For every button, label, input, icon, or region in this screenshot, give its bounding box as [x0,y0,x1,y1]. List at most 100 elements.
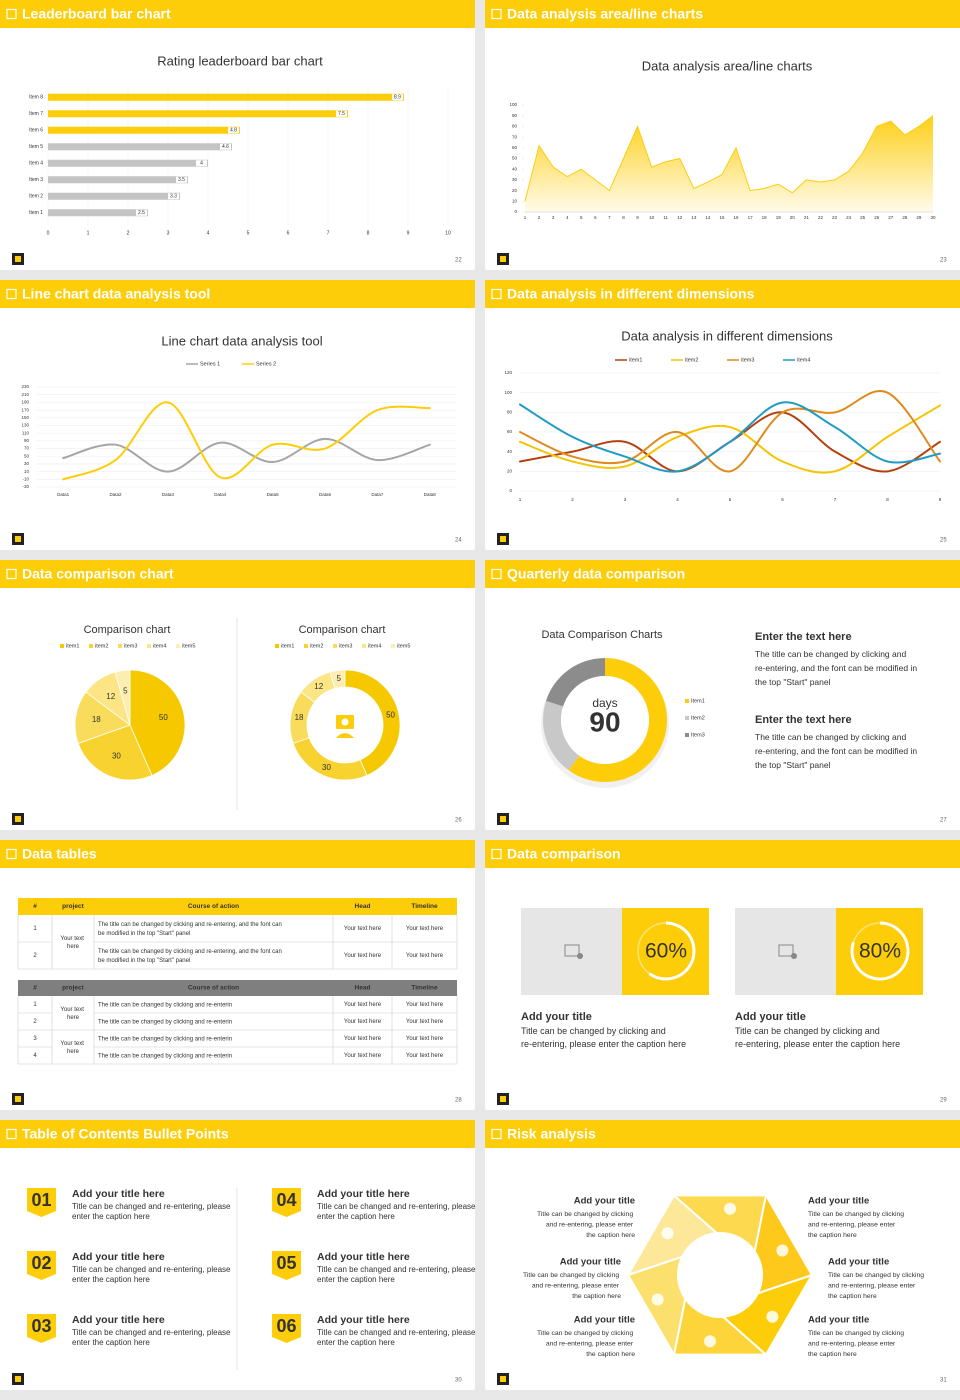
item-title: Add your title [828,1257,889,1268]
slide-bg [485,280,960,550]
table-header [18,898,457,915]
text-line: re-entering, please enter the caption he… [521,1039,686,1049]
value-label: 2.5 [138,210,145,216]
legend-label: item3 [741,357,754,363]
text-line: Your text [60,936,85,942]
slide-header: Table of Contents Bullet Points [22,1126,229,1142]
legend-label: Item3 [691,732,705,738]
slice [543,700,580,771]
segment-icon [703,1335,716,1348]
header-bar [485,280,960,308]
x-tick-label: 16 [734,215,740,220]
segment-icon [661,1227,674,1240]
image-icon-plus [791,953,797,959]
progress-arc [648,921,696,981]
x-tick-label: Data2 [110,492,123,497]
logo-accent [500,816,506,822]
x-tick-label: 7 [327,230,330,236]
item-number: 04 [276,1190,296,1210]
item-number: 06 [276,1316,296,1336]
x-tick-label: 9 [939,497,942,502]
cell: Your text here [60,936,85,950]
y-tick-label: 90 [512,113,518,118]
number-badge [272,1314,301,1343]
text-line: enter the caption here [72,1212,150,1221]
item-title: Add your title here [317,1188,410,1200]
legend-label: Item1 [691,698,705,704]
card-title: Add your title [521,1011,592,1023]
x-tick-label: 1 [519,497,522,502]
x-tick-label: 5 [580,215,583,220]
card-body: Title can be changed by clicking and re-… [735,1026,900,1049]
x-tick-label: 15 [719,215,725,220]
cell: Your text here [406,926,444,932]
y-tick-label: 150 [21,415,29,420]
item-body: Title can be changed by clicking and re-… [828,1272,926,1300]
text-line: Title can be changed and re-entering, pl… [72,1328,233,1337]
image-icon-plus [577,953,583,959]
table-header [18,980,457,996]
data-label: 12 [314,682,323,691]
x-tick-label: 6 [594,215,597,220]
text-line: and re-entering, please enter [828,1282,917,1289]
slide: Data comparison 29 60% Add your title Title … [485,840,960,1110]
cell: The title can be changed by clicking and… [98,1053,232,1059]
legend-label: item2 [95,643,108,649]
header-bar [485,560,960,588]
column-header: # [33,985,37,992]
value-label: 3.3 [170,194,177,200]
legend-label: item5 [182,643,195,649]
text-line: the caption here [586,1351,635,1358]
text-line: here [67,1015,80,1021]
x-tick-label: 29 [916,215,922,220]
x-tick-label: 6 [287,230,290,236]
header-bar [0,1120,475,1148]
x-tick-label: 4 [566,215,569,220]
x-tick-label: 3 [167,230,170,236]
card-title: Add your title [735,1011,806,1023]
x-tick-label: 7 [834,497,837,502]
chart-title: Data Comparison Charts [541,629,663,641]
slide-header: Data comparison [507,846,621,862]
legend-label: Item2 [691,715,705,721]
cell: Your text here [406,953,444,959]
series-line [62,437,431,473]
item-body: Title can be changed and re-entering, pl… [72,1202,233,1221]
image-icon [778,944,794,957]
legend-label: Series 1 [200,361,220,367]
slide: Quarterly data comparison 27 Data Comparis… [485,560,960,830]
area-line [524,115,934,202]
x-tick-label: Data3 [162,492,175,497]
cell: Your text here [406,1036,444,1042]
y-tick-label: 100 [504,390,512,395]
data-label: 50 [159,713,168,722]
y-tick-label: Item 6 [29,128,43,134]
header-icon [491,848,502,860]
center-icon-body [336,733,354,738]
value-label-bg [168,193,179,200]
number-badge [272,1251,301,1280]
text-line: enter the caption here [317,1212,395,1221]
text-line: enter the caption here [72,1338,150,1347]
x-tick-label: 11 [663,215,668,220]
x-tick-label: 19 [776,215,782,220]
y-tick-label: Item 3 [29,177,43,183]
x-tick-label: 10 [649,215,655,220]
x-tick-label: 10 [445,230,451,236]
hexagon-segment [753,1192,814,1295]
cell: The title can be changed by clicking and… [98,922,283,937]
page-number: 27 [940,818,947,824]
series-line [62,401,431,481]
logo-accent [15,1096,21,1102]
column-header: project [62,903,85,910]
slide-header: Line chart data analysis tool [22,286,210,302]
card-body: Title can be changed by clicking and re-… [521,1026,686,1049]
data-label: 5 [336,674,341,683]
text-line: the top "Start" panel [755,760,831,770]
column-header: Timeline [411,985,438,992]
text-line: here [67,1049,80,1055]
text-line: the caption here [586,1232,635,1239]
item-body: Title can be changed and re-entering, pl… [317,1328,478,1347]
text-line: and re-entering, please enter [546,1221,635,1228]
value-label-bg [336,110,347,117]
